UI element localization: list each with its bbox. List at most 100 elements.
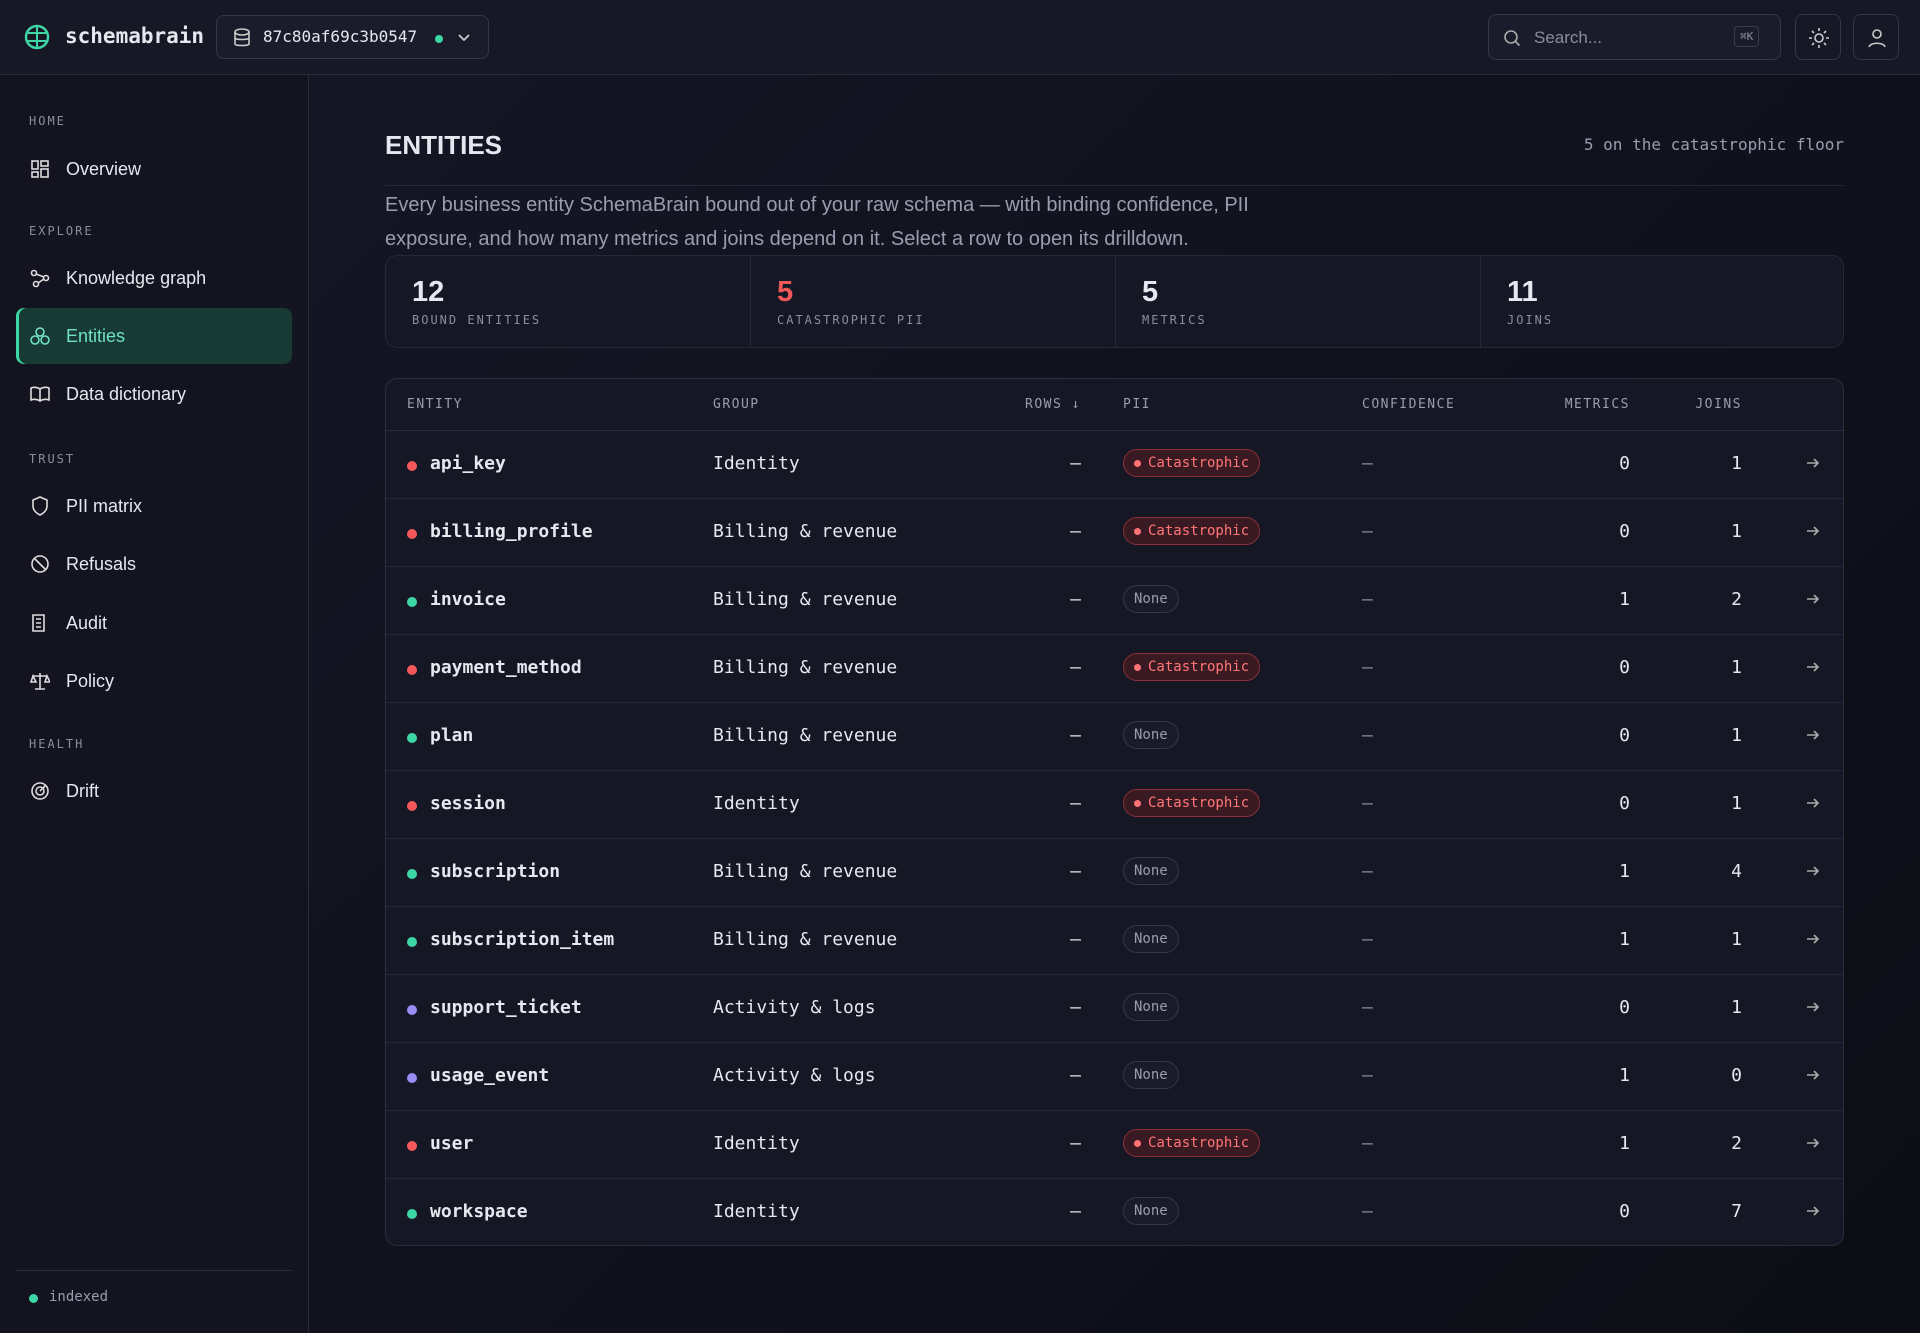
nav-item[interactable]: Policy <box>16 653 292 709</box>
icon <box>32 614 45 632</box>
pii-label: Catastrophic <box>1148 1135 1250 1151</box>
rows: — <box>1070 929 1081 950</box>
pii-label: None <box>1134 1067 1168 1083</box>
row-arrow[interactable] <box>1805 523 1821 539</box>
table-row[interactable]: api_key Identity — Catastrophic — 0 1 <box>386 431 1843 499</box>
logo <box>24 24 50 50</box>
table-row[interactable]: plan Billing & revenue — None — 0 1 <box>386 703 1843 771</box>
joins: 1 <box>1731 929 1742 950</box>
metrics: 0 <box>1619 793 1630 814</box>
search-box[interactable]: Search... ⌘K <box>1488 14 1781 60</box>
divider <box>16 1270 292 1271</box>
status-label: indexed <box>49 1289 109 1305</box>
pii-label: None <box>1134 999 1168 1015</box>
table-row[interactable]: user Identity — Catastrophic — 1 2 <box>386 1111 1843 1179</box>
row-arrow[interactable] <box>1805 455 1821 471</box>
table-row[interactable]: session Identity — Catastrophic — 0 1 <box>386 771 1843 839</box>
section-label: HEALTH <box>29 737 85 751</box>
row-arrow[interactable] <box>1805 863 1821 879</box>
confidence: — <box>1362 929 1373 950</box>
joins: 1 <box>1731 997 1742 1018</box>
nav-item[interactable]: Data dictionary <box>16 366 292 422</box>
chevron <box>458 34 470 42</box>
pii-dot <box>1134 527 1141 535</box>
joins: 1 <box>1731 657 1742 678</box>
status-dot <box>407 665 417 675</box>
nav-label: Knowledge graph <box>66 267 207 288</box>
group: Identity <box>713 1201 800 1222</box>
nav-label: Entities <box>66 325 126 346</box>
table-row[interactable]: usage_event Activity & logs — None — 1 0 <box>386 1043 1843 1111</box>
row-arrow[interactable] <box>1805 795 1821 811</box>
rows: — <box>1070 453 1081 474</box>
rows: — <box>1070 589 1081 610</box>
entity-name: invoice <box>430 589 506 610</box>
nav-item[interactable]: Knowledge graph <box>16 250 292 306</box>
column-header: PII <box>1123 397 1151 412</box>
joins: 0 <box>1731 1065 1742 1086</box>
column-header: CONFIDENCE <box>1362 397 1456 412</box>
confidence: — <box>1362 793 1373 814</box>
row-arrow[interactable] <box>1805 727 1821 743</box>
nav-item[interactable]: Drift <box>16 763 292 819</box>
column-header: METRICS <box>1564 397 1630 412</box>
stat-value: 5 <box>1142 276 1159 308</box>
entity-name: api_key <box>430 453 506 474</box>
nav-item-active[interactable]: Entities <box>16 308 292 364</box>
row-arrow[interactable] <box>1805 999 1821 1015</box>
stat: 5 CATASTROPHIC PII <box>751 256 1116 347</box>
status-dot <box>407 461 417 471</box>
column-header: ENTITY <box>407 397 463 412</box>
status-dot <box>435 35 443 43</box>
entity-name: support_ticket <box>430 997 582 1018</box>
status-dot <box>407 733 417 743</box>
main: ENTITIES 5 on the catastrophic floor Eve… <box>309 75 1920 1333</box>
pii-badge: Catastrophic <box>1123 517 1261 545</box>
confidence: — <box>1362 1133 1373 1154</box>
row-arrow[interactable] <box>1805 591 1821 607</box>
pii-badge: None <box>1123 925 1179 953</box>
row-arrow[interactable] <box>1805 1067 1821 1083</box>
table-row[interactable]: workspace Identity — None — 0 7 <box>386 1179 1843 1245</box>
theme-toggle[interactable] <box>1795 14 1841 60</box>
user-icon <box>1868 29 1886 48</box>
nav-item[interactable]: PII matrix <box>16 478 292 534</box>
nav-item[interactable]: Refusals <box>16 536 292 592</box>
entity-name: subscription <box>430 861 561 882</box>
metrics: 1 <box>1619 1065 1630 1086</box>
database-selector[interactable]: 87c80af69c3b0547 <box>216 15 489 59</box>
joins: 4 <box>1731 861 1742 882</box>
metrics: 0 <box>1619 725 1630 746</box>
icon <box>31 160 49 178</box>
rows: — <box>1070 1133 1081 1154</box>
user-button[interactable] <box>1853 14 1899 60</box>
row-arrow[interactable] <box>1805 659 1821 675</box>
table-row[interactable]: subscription Billing & revenue — None — 1 4 <box>386 839 1843 907</box>
table-row[interactable]: payment_method Billing & revenue — Catastro… <box>386 635 1843 703</box>
row-arrow[interactable] <box>1805 931 1821 947</box>
confidence: — <box>1362 453 1373 474</box>
confidence: — <box>1362 657 1373 678</box>
search-placeholder: Search... <box>1534 28 1603 47</box>
group: Identity <box>713 1133 800 1154</box>
pii-label: None <box>1134 931 1168 947</box>
nav-item[interactable]: Overview <box>16 141 292 197</box>
table-row[interactable]: support_ticket Activity & logs — None — 0 1 <box>386 975 1843 1043</box>
table-row[interactable]: invoice Billing & revenue — None — 1 2 <box>386 567 1843 635</box>
metrics: 1 <box>1619 589 1630 610</box>
icon <box>31 555 49 573</box>
pii-badge: Catastrophic <box>1123 789 1261 817</box>
pii-badge: None <box>1123 585 1179 613</box>
pii-badge: Catastrophic <box>1123 653 1261 681</box>
pii-dot <box>1134 459 1141 467</box>
nav-item[interactable]: Audit <box>16 595 292 651</box>
group: Billing & revenue <box>713 521 898 542</box>
entity-name: usage_event <box>430 1065 550 1086</box>
confidence: — <box>1362 725 1373 746</box>
table-row[interactable]: subscription_item Billing & revenue — None —… <box>386 907 1843 975</box>
entity-name: workspace <box>430 1201 528 1222</box>
row-arrow[interactable] <box>1805 1135 1821 1151</box>
row-arrow[interactable] <box>1805 1203 1821 1219</box>
table-row[interactable]: billing_profile Billing & revenue — Catastr… <box>386 499 1843 567</box>
metrics: 0 <box>1619 657 1630 678</box>
